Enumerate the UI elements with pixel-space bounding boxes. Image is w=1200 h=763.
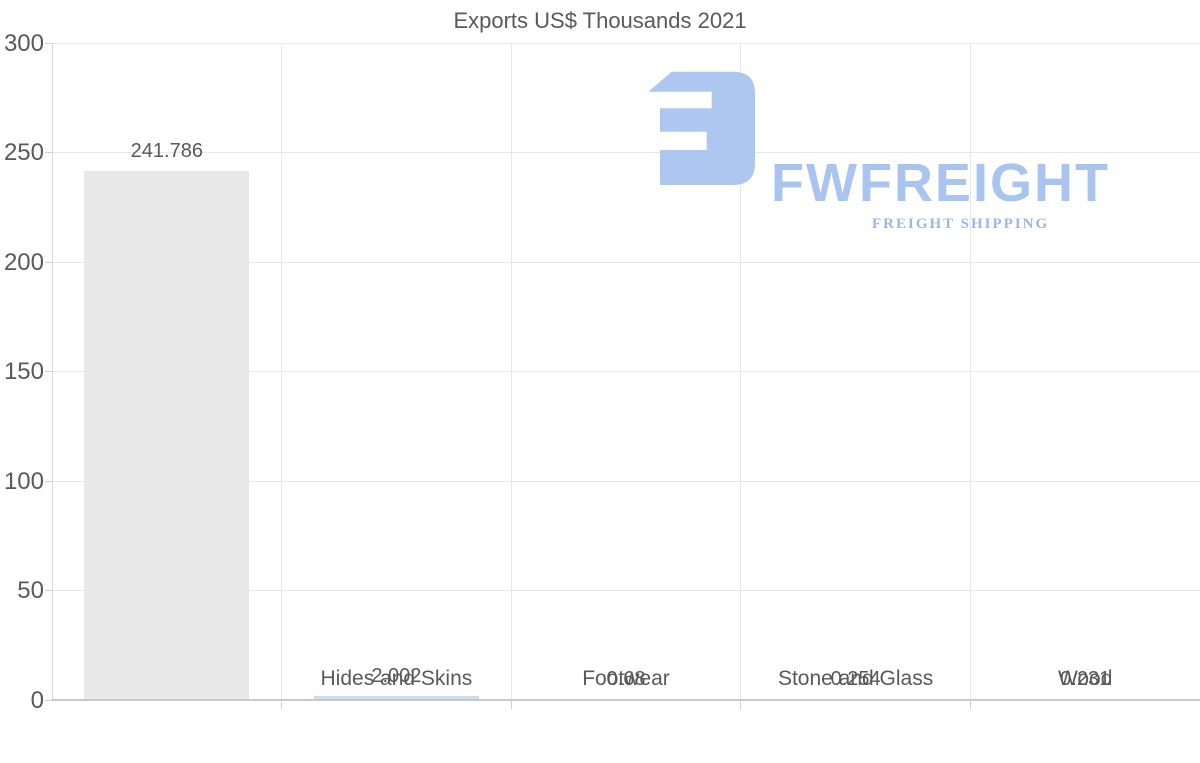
bar-value-label: 0.254 [830, 668, 881, 690]
brand-name: FWFREIGHT [771, 153, 1110, 213]
y-axis-line [52, 43, 53, 700]
y-axis-tick-label: 100 [3, 467, 44, 495]
y-axis-tick-label: 300 [3, 29, 44, 57]
h-gridline [52, 371, 1200, 372]
v-gridline [510, 43, 512, 700]
y-axis-tick-label: 250 [3, 139, 44, 166]
x-axis-tick [969, 701, 971, 709]
y-axis-tick-label: 150 [3, 358, 44, 385]
h-gridline [52, 152, 1200, 153]
y-axis-tick [45, 699, 52, 701]
y-axis-tick [45, 261, 52, 263]
v-gridline [969, 43, 971, 700]
x-axis-line [52, 699, 1200, 701]
bar-value-label: 241.786 [130, 139, 203, 162]
y-axis-tick [45, 590, 52, 591]
h-gridline [52, 480, 1200, 482]
y-axis-tick-label: 0 [30, 686, 44, 714]
brand-watermark: FWFREIGHT FREIGHT SHIPPING [645, 60, 1165, 232]
y-axis-tick [45, 152, 52, 153]
bar-value-label: 2.002 [371, 664, 422, 687]
brand-tagline: FREIGHT SHIPPING [872, 216, 1050, 232]
x-axis-category-label: Footwear [582, 667, 670, 690]
y-axis-tick-label: 200 [3, 248, 44, 276]
plot-area: 0 50 100 150 200 250 300 241.786 2.002 0.68 0.254 0… [4, 31, 1200, 713]
y-axis-tick [45, 42, 52, 44]
x-axis-category-label: Hides and Skins [320, 667, 473, 690]
chart-title: Exports US$ Thousands 2021 [453, 8, 747, 33]
h-gridline [52, 261, 1200, 263]
y-axis-tick [45, 480, 52, 482]
v-gridline [740, 43, 742, 700]
h-gridline [52, 42, 1200, 44]
x-axis-tick [510, 701, 512, 709]
bar-transportation [84, 170, 250, 700]
x-axis-category-label: Stone and Glass [777, 667, 934, 690]
bar-hides-and-skins [313, 695, 479, 700]
fwfreight-logo-icon [648, 71, 755, 185]
x-axis-tick [740, 701, 742, 709]
y-axis-tick-label: 50 [17, 577, 44, 604]
bar-value-label: 0.68 [606, 667, 646, 690]
x-axis-category-label: Wood [1057, 667, 1113, 690]
h-gridline [52, 590, 1200, 591]
x-axis-tick [281, 701, 283, 709]
v-gridline [281, 43, 283, 700]
bar-value-label: 0.231 [1060, 668, 1111, 690]
y-axis-tick [45, 371, 52, 372]
